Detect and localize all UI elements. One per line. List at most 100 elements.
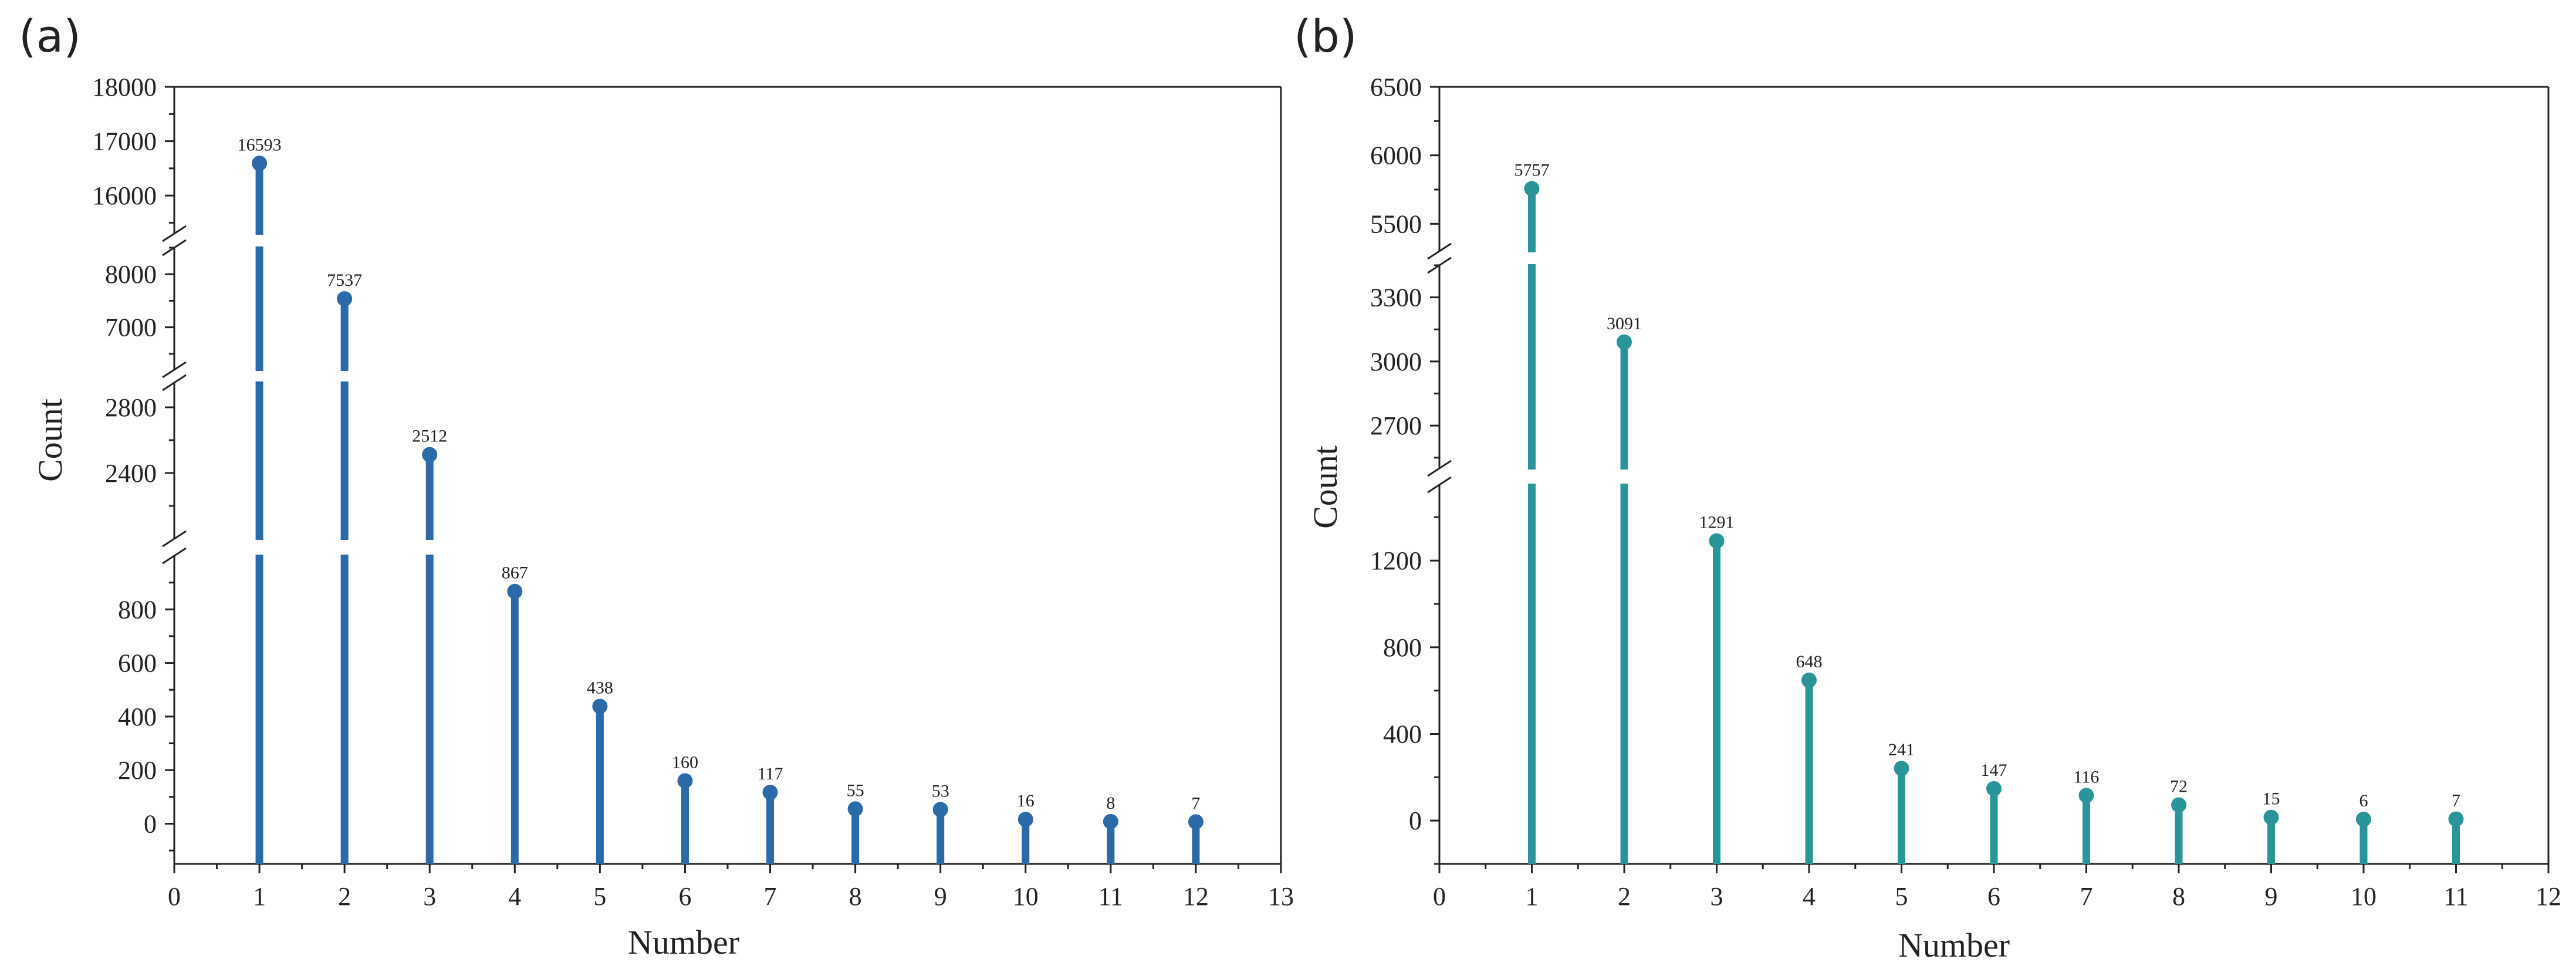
panel-b-bar-marker (1617, 334, 1632, 350)
panel-b-bar-value-label: 72 (2170, 777, 2188, 796)
panel-a-x-ticks: 0 1 2 3 4 5 6 7 8 9 10 11 12 13 (168, 864, 1294, 911)
panel-b-x-tick-label: 1 (1526, 882, 1539, 911)
panel-b-bar-marker (2263, 809, 2279, 825)
panel-b-bar: 116 (2074, 767, 2100, 864)
panel-a-bar-value-label: 2512 (412, 427, 447, 446)
panel-b-x-tick-label: 6 (1987, 882, 2000, 911)
panel-b-bar: 7 (2448, 791, 2464, 864)
panel-a-bar: 117 (758, 764, 783, 864)
panel-a-bar-marker (337, 291, 353, 307)
panel-a-bar-marker (1188, 814, 1204, 830)
panel-a-y-tick-label: 18000 (92, 73, 157, 102)
panel-b-bar: 6 (2356, 791, 2371, 864)
panel-b-x-tick-label: 3 (1710, 882, 1723, 911)
panel-b-bar-value-label: 7 (2452, 791, 2460, 810)
panel-a-y-tick-label: 16000 (92, 181, 157, 210)
panel-a-x-tick-label: 3 (423, 882, 436, 911)
panel-a-x-tick-label: 10 (1013, 882, 1039, 911)
panel-b-x-tick-label: 8 (2172, 882, 2185, 911)
panel-a-x-tick-label: 13 (1268, 882, 1294, 911)
panel-a-x-tick-label: 12 (1183, 882, 1209, 911)
panel-a: (a) 020040060080024002800700080001600017… (19, 10, 1294, 961)
panel-b-x-tick-label: 9 (2265, 882, 2278, 911)
panel-b-bar-value-label: 6 (2359, 791, 2368, 810)
panel-a-bar-value-label: 53 (932, 781, 949, 801)
panel-a-bar: 16 (1017, 791, 1035, 864)
panel-b-y-tick-label: 400 (1383, 720, 1422, 749)
panel-a-y-tick-label: 200 (118, 756, 157, 785)
panel-a-x-tick-label: 6 (678, 882, 691, 911)
panel-b-bar-marker (1894, 761, 1909, 776)
panel-b-bar-value-label: 648 (1796, 652, 1823, 671)
panel-b-bar-marker (1709, 533, 1725, 549)
panel-a-bar-marker (677, 773, 693, 789)
panel-a-bar: 160 (672, 752, 698, 864)
panel-b-bar: 241 (1888, 740, 1915, 864)
panel-b-axis-break-mark (1427, 476, 1452, 494)
panel-a-bar-value-label: 7 (1191, 793, 1200, 813)
panel-a-bar-marker (932, 802, 948, 818)
panel-a-x-tick-label: 8 (849, 882, 862, 911)
panel-a-x-axis-title: Number (628, 923, 739, 961)
panel-a-bar-marker (847, 801, 863, 817)
panel-b-x-axis-title: Number (1898, 926, 2010, 964)
panel-a-x-tick-label: 7 (764, 882, 777, 911)
panel-b-y-tick-label: 800 (1383, 633, 1422, 662)
panel-b-bar-value-label: 116 (2074, 767, 2100, 786)
panel-b-x-tick-label: 11 (2443, 882, 2468, 911)
panel-a-bar-marker (762, 785, 778, 801)
panel-a-bar-value-label: 438 (587, 678, 613, 698)
panel-a-x-tick-label: 1 (253, 882, 266, 911)
panel-b-bar: 5757 (1515, 160, 1550, 864)
panel-b-y-tick-label: 2700 (1370, 411, 1422, 440)
panel-a-y-tick-label: 2800 (105, 393, 157, 422)
panel-b-x-tick-label: 7 (2080, 882, 2093, 911)
panel-b-bar-marker (1524, 181, 1540, 197)
panel-a-bar-marker (507, 583, 523, 599)
panel-b-bar: 3091 (1607, 314, 1642, 864)
panel-a-bar-value-label: 16593 (238, 135, 282, 154)
panel-a-y-axis-title: Count (31, 398, 69, 482)
panel-a-x-tick-label: 0 (168, 882, 181, 911)
panel-a-bar-value-label: 55 (847, 781, 864, 800)
panel-a-bar-break-gap (253, 235, 266, 246)
panel-a-axis-break-mark (162, 547, 187, 565)
panel-b-label: (b) (1294, 10, 1357, 62)
panel-a-bar-marker (1103, 813, 1118, 829)
panel-b-x-tick-label: 12 (2536, 882, 2561, 911)
panel-a-y-tick-label: 2400 (105, 459, 157, 488)
panel-a-bar-marker (1017, 812, 1033, 828)
panel-a-bar-marker (592, 698, 608, 714)
panel-b-bar-marker (2078, 788, 2094, 803)
panel-a-bar: 7 (1188, 793, 1204, 864)
panel-b-y-tick-label: 6500 (1370, 73, 1422, 102)
panel-a-bar-value-label: 8 (1106, 793, 1115, 813)
panel-b-x-tick-label: 10 (2351, 882, 2376, 911)
panel-b-y-tick-label: 5500 (1370, 210, 1422, 238)
panel-a-bar-value-label: 867 (502, 563, 528, 583)
panel-b-bar-value-label: 15 (2263, 789, 2280, 809)
panel-a-bar: 2512 (412, 427, 447, 864)
panel-b-bar: 72 (2170, 777, 2188, 864)
panel-b-bar-marker (2356, 811, 2371, 827)
panel-a-axis-break-mark (162, 374, 187, 391)
panel-a-bar-marker (252, 156, 268, 171)
panel-a-y-tick-label: 600 (118, 649, 157, 678)
panel-a-bar-value-label: 160 (672, 752, 698, 772)
panel-a-bar: 55 (847, 781, 864, 864)
panel-a-bar-value-label: 16 (1017, 791, 1035, 810)
panel-b-bar-break-gap (1618, 470, 1630, 484)
panel-a-label: (a) (19, 10, 81, 62)
panel-b-bar-value-label: 241 (1888, 740, 1915, 759)
panel-a-y-tick-label: 800 (118, 595, 157, 624)
panel-a-axes (162, 86, 1282, 865)
panel-b-y-tick-label: 3300 (1370, 283, 1422, 312)
panel-a-x-tick-label: 4 (508, 882, 521, 911)
panel-a-bar: 8 (1103, 793, 1118, 864)
panel-b-y-axis-title: Count (1306, 445, 1344, 529)
panel-a-y-tick-label: 17000 (92, 127, 157, 156)
panel-b-bar-value-label: 3091 (1607, 314, 1642, 333)
panel-a-bar-value-label: 117 (758, 764, 783, 783)
panel-b-bar-break-gap (1526, 470, 1538, 484)
